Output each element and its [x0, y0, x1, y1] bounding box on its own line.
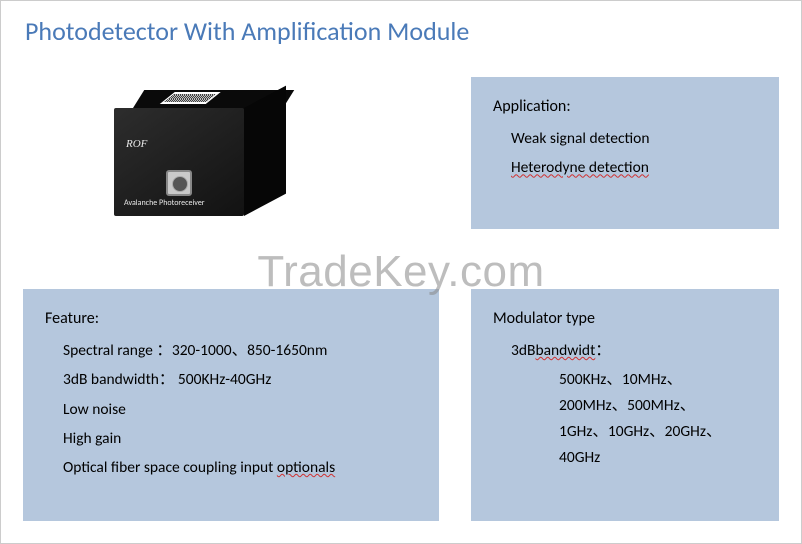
- device-port: [166, 170, 192, 196]
- modulator-heading: Modulator type: [493, 307, 759, 331]
- application-panel: Application: Weak signal detection Heter…: [471, 77, 779, 229]
- application-item: Heterodyne detection: [511, 156, 759, 179]
- feature-item: Spectral range ：320-1000、850-1650nm: [63, 339, 419, 362]
- modulator-subheading: 3dBbandwidt：: [511, 339, 759, 362]
- feature-item: High gain: [63, 427, 419, 450]
- application-item: Weak signal detection: [511, 127, 759, 150]
- feature-item: Optical fiber space coupling input optio…: [63, 456, 419, 479]
- device-illustration: ROF Avalanche Photoreceiver: [114, 90, 294, 220]
- feature-panel: Feature: Spectral range ：320-1000、850-16…: [23, 289, 439, 521]
- page-title: Photodetector With Amplification Module: [25, 15, 469, 47]
- modulator-panel: Modulator type 3dBbandwidt： 500KHz、10MHz…: [471, 289, 779, 521]
- device-label: Avalanche Photoreceiver: [124, 198, 205, 208]
- feature-heading: Feature:: [45, 307, 419, 331]
- product-image: ROF Avalanche Photoreceiver: [89, 65, 319, 245]
- barcode-sticker: [160, 92, 221, 104]
- modulator-values: 500KHz、10MHz、 200MHz、500MHz、 1GHz、10GHz、…: [559, 368, 759, 470]
- feature-item: Low noise: [63, 398, 419, 421]
- device-brand: ROF: [126, 138, 147, 150]
- feature-item: 3dB bandwidth： 500KHz-40GHz: [63, 368, 419, 391]
- application-heading: Application:: [493, 95, 759, 119]
